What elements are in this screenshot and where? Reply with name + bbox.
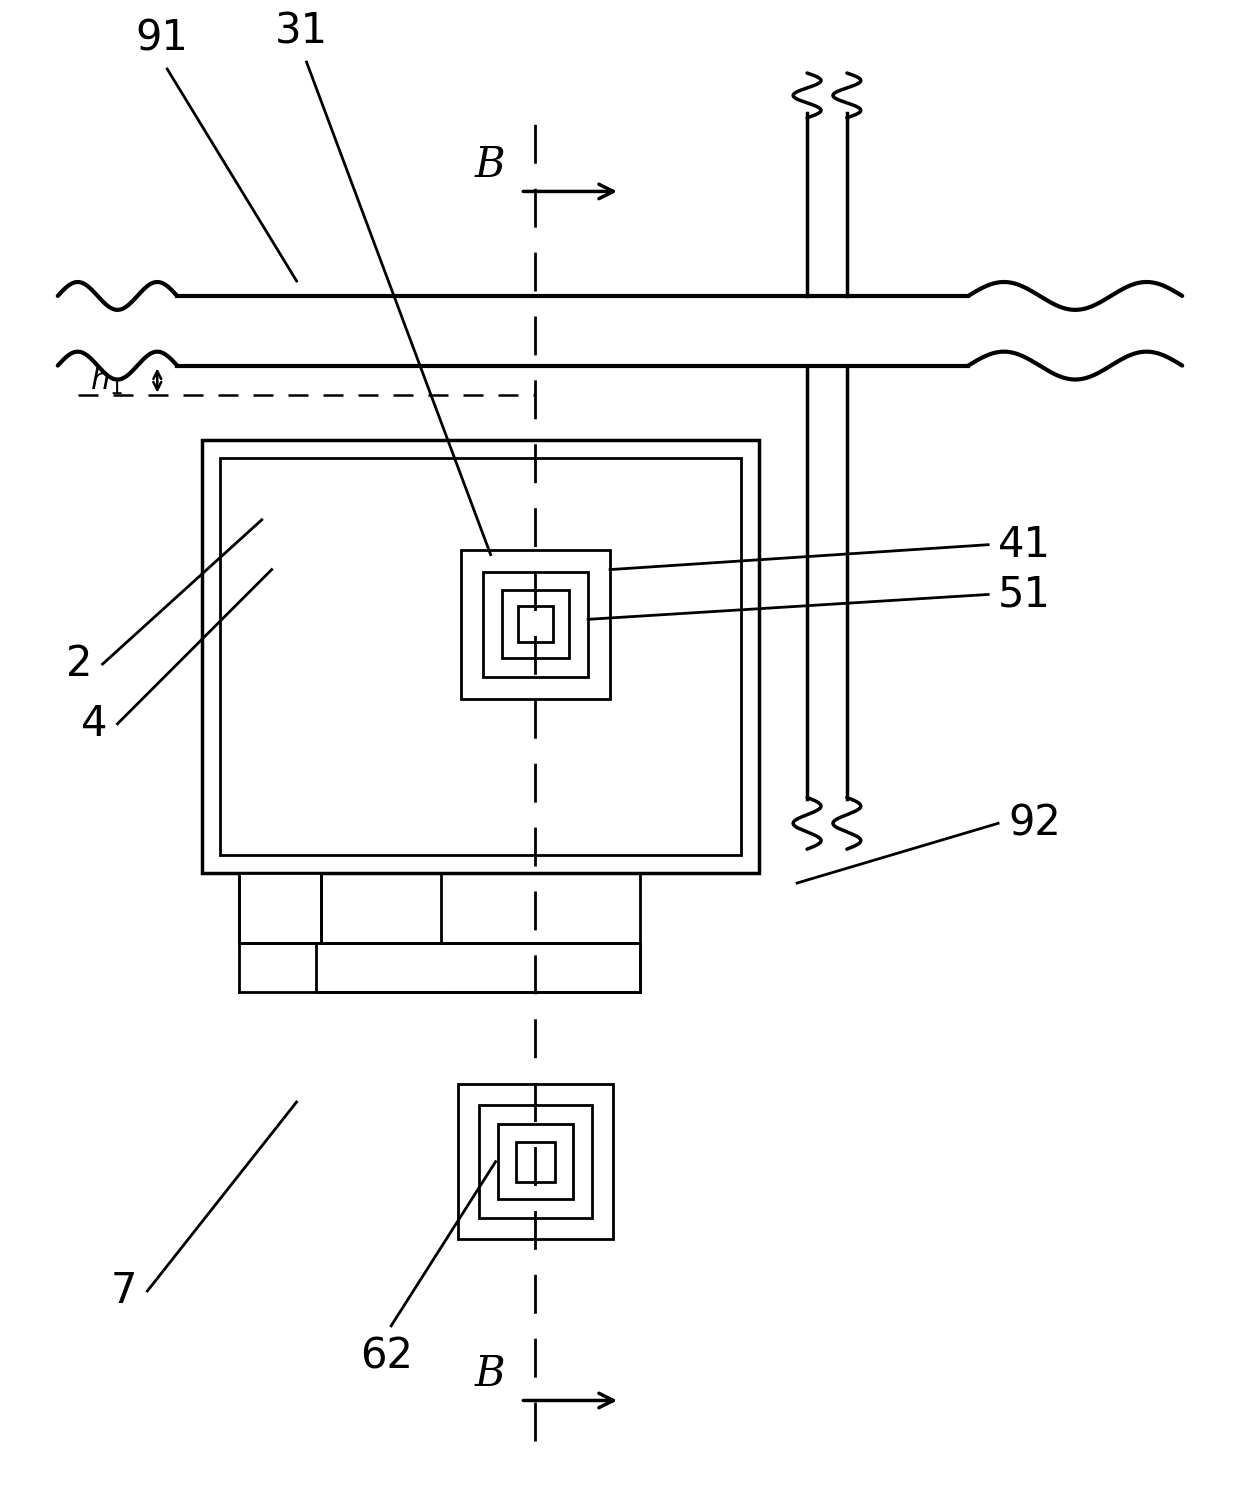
Bar	[479, 1106, 593, 1218]
Bar	[202, 440, 759, 874]
Text: 51: 51	[998, 573, 1052, 615]
Bar	[502, 591, 569, 658]
Text: B: B	[475, 145, 506, 187]
Text: 62: 62	[360, 1336, 413, 1378]
Text: 92: 92	[1008, 802, 1061, 844]
Text: 4: 4	[81, 703, 108, 745]
Bar	[516, 1141, 556, 1182]
Bar	[316, 942, 640, 992]
Bar	[482, 571, 588, 678]
Text: $h_1$: $h_1$	[89, 365, 123, 396]
Text: 91: 91	[136, 16, 188, 60]
Bar	[239, 874, 321, 942]
Text: 41: 41	[998, 524, 1052, 565]
Text: 2: 2	[66, 643, 93, 685]
Text: 31: 31	[275, 10, 329, 52]
Bar	[458, 1085, 613, 1239]
Text: B: B	[475, 1354, 506, 1396]
Bar	[517, 606, 553, 642]
Bar	[497, 1123, 573, 1200]
Bar	[219, 458, 742, 856]
Text: 7: 7	[112, 1270, 138, 1312]
Bar	[461, 549, 610, 699]
